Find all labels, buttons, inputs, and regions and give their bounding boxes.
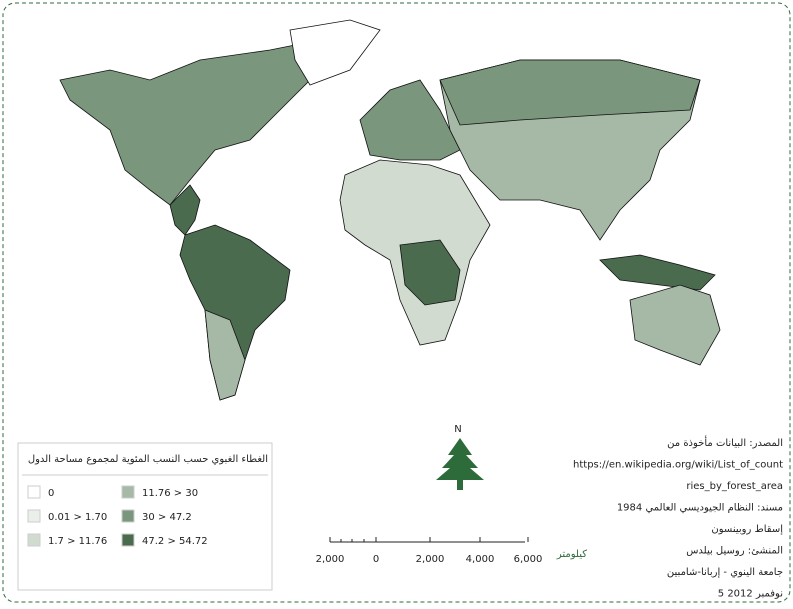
scale-label: 2,000 — [416, 554, 445, 565]
legend-label: 1.7 > 11.76 — [48, 536, 107, 547]
legend-swatch — [28, 510, 40, 522]
north-arrow: N — [436, 424, 484, 490]
legend-label: 0 — [48, 488, 54, 499]
scale-bar: كيلومتر 2,000 0 2,000 4,000 6,000 — [316, 537, 588, 565]
legend-swatch — [122, 510, 134, 522]
credit-line: 5 نوفمبر 2012 — [718, 589, 783, 600]
legend-label: 0.01 > 1.70 — [48, 512, 107, 523]
legend-swatch — [28, 534, 40, 546]
australia — [630, 285, 720, 365]
credit-line: https://en.wikipedia.org/wiki/List_of_co… — [573, 460, 783, 471]
legend-swatch — [122, 486, 134, 498]
north-label: N — [454, 424, 461, 435]
legend: الغطاء الغبوي حسب النسب المئوية لمجموع م… — [18, 443, 272, 590]
scale-label: 4,000 — [466, 554, 495, 565]
scale-label: 2,000 — [316, 554, 345, 565]
world-map — [60, 20, 720, 400]
scale-label: 0 — [373, 554, 379, 565]
north-trunk — [457, 480, 463, 490]
credit-line: إسقاط روبينسون — [711, 524, 783, 535]
credits: المصدر: البيانات مأخوذة من https://en.wik… — [573, 435, 783, 600]
credit-line: جامعة الينوي - إربانا-شامبين — [667, 567, 783, 578]
credit-line: ries_by_forest_area — [686, 481, 783, 492]
credit-line: المنشئ: روسيل بيلدس — [686, 546, 783, 557]
indonesia — [600, 255, 715, 290]
credit-line: المصدر: البيانات مأخوذة من — [667, 435, 783, 449]
legend-label: 11.76 > 30 — [142, 488, 198, 499]
credit-line: مسند: النظام الجيوديسي العالمي 1984 — [617, 503, 783, 514]
north-tree — [436, 438, 484, 480]
scale-unit: كيلومتر — [556, 549, 587, 560]
legend-swatch — [28, 486, 40, 498]
legend-title: الغطاء الغبوي حسب النسب المئوية لمجموع م… — [28, 454, 268, 465]
legend-swatch — [122, 534, 134, 546]
map-page: الغطاء الغبوي حسب النسب المئوية لمجموع م… — [0, 0, 793, 605]
scale-label: 6,000 — [514, 554, 543, 565]
legend-label: 30 > 47.2 — [142, 512, 192, 523]
legend-label: 47.2 > 54.72 — [142, 536, 208, 547]
north-america — [60, 40, 320, 205]
